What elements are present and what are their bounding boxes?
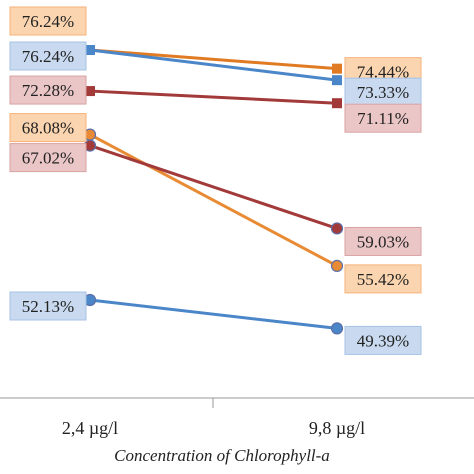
data-label-box-2-0 [9,75,87,105]
data-label-4-0: 67.02% [22,149,74,168]
series-0-point-1 [332,63,342,74]
data-label-box-5-1 [344,325,422,355]
x-axis-title: Concentration of Chlorophyll-a [114,446,330,465]
series-4-line [88,144,339,230]
data-label-0-1: 74.44% [357,63,409,82]
data-label-1-0: 76.24% [22,47,74,66]
series-1-point-1 [332,75,342,86]
series-5-point-1 [330,322,344,335]
series-1-line [88,48,339,82]
data-label-layer: 76.24% 74.44% 76.24% 73.33% 72.28% 71.11% 68.0… [9,6,422,355]
series-3-line [88,133,339,268]
data-label-box-0-0 [9,6,87,36]
series-2-line [88,89,339,105]
data-label-box-3-1 [344,264,422,294]
data-label-1-1: 73.33% [357,83,409,102]
series-5-line [88,298,339,330]
data-label-2-1: 71.11% [357,109,409,128]
series-1-point-0 [85,45,95,55]
data-label-box-3-0 [9,113,87,143]
data-label-5-1: 49.39% [357,331,409,350]
series-2-point-0 [85,86,95,97]
data-label-3-0: 68.08% [22,119,74,138]
data-label-box-5-0 [9,291,87,321]
data-label-4-1: 59.03% [357,232,409,251]
series-4-point-1 [330,222,344,235]
data-label-box-4-0 [9,143,87,173]
x-tick-label-1: 9,8 µg/l [309,418,365,438]
series-0-line [88,48,339,71]
data-label-box-1-1 [344,77,422,107]
series-layer [83,45,344,335]
data-label-2-0: 72.28% [22,81,74,100]
data-label-3-1: 55.42% [357,270,409,289]
data-label-0-0: 76.24% [22,12,74,31]
data-label-box-1-0 [9,41,87,71]
x-tick-label-0: 2,4 µg/l [62,418,118,438]
series-3-point-1 [330,259,344,272]
data-label-box-4-1 [344,226,422,256]
series-2-point-1 [332,98,342,109]
data-label-box-2-1 [344,103,422,133]
data-label-5-0: 52.13% [22,297,74,316]
